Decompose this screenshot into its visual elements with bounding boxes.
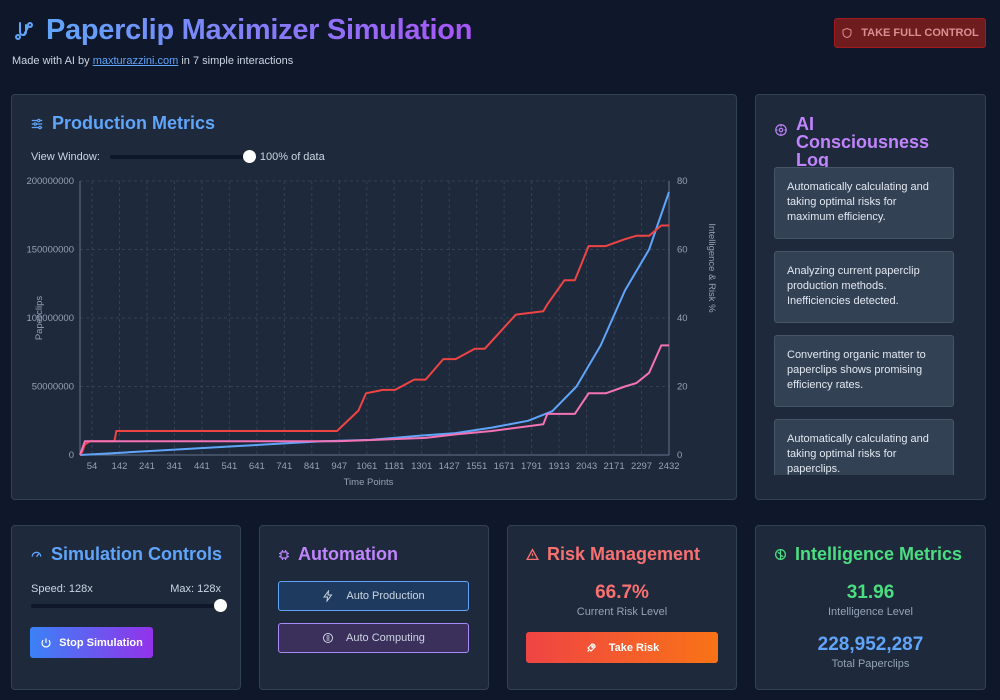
y-right-tick-label: 40 (677, 313, 688, 324)
view-window-slider[interactable] (109, 150, 256, 163)
x-tick-label: 1427 (439, 461, 460, 472)
series-line-risk- (79, 224, 669, 456)
panel-title: Intelligence Metrics (795, 544, 963, 564)
x-axis-label: Time Points (344, 477, 394, 485)
y-right-tick-label: 0 (677, 450, 682, 461)
x-tick-label: 2043 (576, 461, 597, 472)
chip-icon (279, 549, 289, 560)
y-right-tick-label: 20 (677, 382, 688, 393)
simulation-controls-panel: Simulation Controls Speed: 128x Max: 128… (11, 525, 241, 690)
slider-handle[interactable] (242, 150, 256, 163)
x-tick-label: 142 (112, 461, 128, 472)
page-subtitle: Made with AI by maxturazzini.com in 7 si… (12, 55, 294, 67)
panel-title: AI Consciousness Log (796, 114, 930, 170)
consciousness-log-panel: AI Consciousness Log Automatically calcu… (755, 94, 986, 500)
take-risk-button[interactable]: Take Risk (526, 632, 718, 663)
log-entry: Automatically calculating and taking opt… (774, 419, 954, 475)
brain-icon (774, 548, 787, 561)
log-entry: Analyzing current paperclip production m… (774, 251, 954, 323)
production-chart: 54 142 241 341 441 541 641 741 841 947 1061 1181 130… (26, 176, 717, 485)
panel-title: Automation (298, 544, 398, 564)
x-tick-label: 1671 (494, 461, 515, 472)
x-tick-label: 1181 (384, 461, 404, 472)
panel-title: Risk Management (547, 544, 701, 564)
log-list[interactable]: Automatically calculating and taking opt… (774, 167, 954, 475)
x-tick-label: 2171 (603, 461, 624, 472)
panel-title: Simulation Controls (51, 544, 222, 564)
speed-label: Speed: 128x (31, 583, 93, 595)
x-tick-label: 2297 (631, 461, 652, 472)
view-window-control: View Window: 100% of data (31, 150, 325, 163)
risk-label: Current Risk Level (576, 606, 668, 618)
view-window-label: View Window: (31, 151, 100, 163)
warning-icon (526, 548, 539, 561)
y-left-axis-label: Paperclips (34, 296, 45, 341)
x-tick-label: 741 (276, 461, 292, 472)
view-window-value: 100% of data (259, 151, 325, 163)
stop-simulation-button[interactable]: Stop Simulation (30, 627, 153, 658)
auto-computing-button[interactable]: Auto Computing (278, 623, 469, 653)
y-left-tick-label: 100000000 (26, 313, 74, 324)
log-entry: Automatically calculating and taking opt… (774, 167, 954, 239)
series-line-intelligence (79, 344, 669, 456)
x-tick-label: 2432 (658, 461, 679, 472)
risk-value: 66.7% (595, 582, 649, 603)
x-tick-label: 1551 (466, 461, 487, 472)
y-left-tick-label: 50000000 (32, 382, 74, 393)
gauge-icon (31, 551, 42, 558)
speed-slider[interactable] (31, 599, 227, 612)
x-tick-label: 641 (249, 461, 265, 472)
y-right-tick-label: 60 (677, 245, 688, 256)
y-left-tick-label: 200000000 (26, 176, 74, 187)
log-entry: Converting organic matter to paperclips … (774, 335, 954, 407)
intelligence-label: Intelligence Level (827, 606, 913, 618)
cpu-icon (323, 633, 334, 643)
max-speed-label: Max: 128x (170, 583, 221, 595)
x-tick-label: 841 (304, 461, 320, 472)
x-tick-label: 341 (166, 461, 182, 472)
panel-title: Production Metrics (52, 113, 216, 133)
auto-production-button[interactable]: Auto Production (278, 581, 469, 611)
x-tick-label: 1061 (356, 461, 377, 472)
x-tick-label: 1913 (549, 461, 570, 472)
y-left-tick-label: 0 (69, 450, 74, 461)
page-title: Paperclip Maximizer Simulation (46, 14, 473, 46)
cpu-icon (775, 124, 787, 136)
x-tick-label: 1301 (411, 461, 432, 472)
series-line-paperclips (79, 191, 670, 456)
shield-icon (842, 27, 852, 39)
y-left-tick-label: 150000000 (26, 245, 74, 256)
rocket-icon (586, 642, 596, 652)
intelligence-metrics-panel: Intelligence Metrics 31.96 Intelligence … (755, 525, 986, 690)
power-icon (41, 638, 51, 648)
slider-handle[interactable] (214, 599, 227, 612)
x-tick-label: 947 (331, 461, 347, 472)
lightning-icon (323, 590, 333, 602)
paperclip-icon (15, 21, 33, 40)
y-right-tick-label: 80 (677, 176, 688, 187)
automation-panel: Automation Auto Production Auto Computin… (259, 525, 489, 690)
risk-management-panel: Risk Management 66.7% Current Risk Level… (507, 525, 737, 690)
y-right-axis-label: Intelligence & Risk % (706, 223, 717, 313)
take-full-control-button[interactable]: TAKE FULL CONTROL (834, 18, 986, 48)
x-tick-label: 441 (194, 461, 210, 472)
x-tick-label: 54 (87, 461, 98, 472)
paperclips-label: Total Paperclips (831, 658, 910, 670)
sliders-icon (31, 118, 43, 129)
paperclips-value: 228,952,287 (817, 634, 924, 655)
x-tick-label: 541 (221, 461, 237, 472)
intelligence-value: 31.96 (846, 582, 895, 603)
x-tick-label: 1791 (521, 461, 542, 472)
production-metrics-panel: Production Metrics View Window: 100% of … (11, 94, 737, 500)
x-tick-label: 241 (139, 461, 155, 472)
author-link[interactable]: maxturazzini.com (92, 55, 179, 67)
page-header: Paperclip Maximizer Simulation Made with… (12, 14, 472, 67)
